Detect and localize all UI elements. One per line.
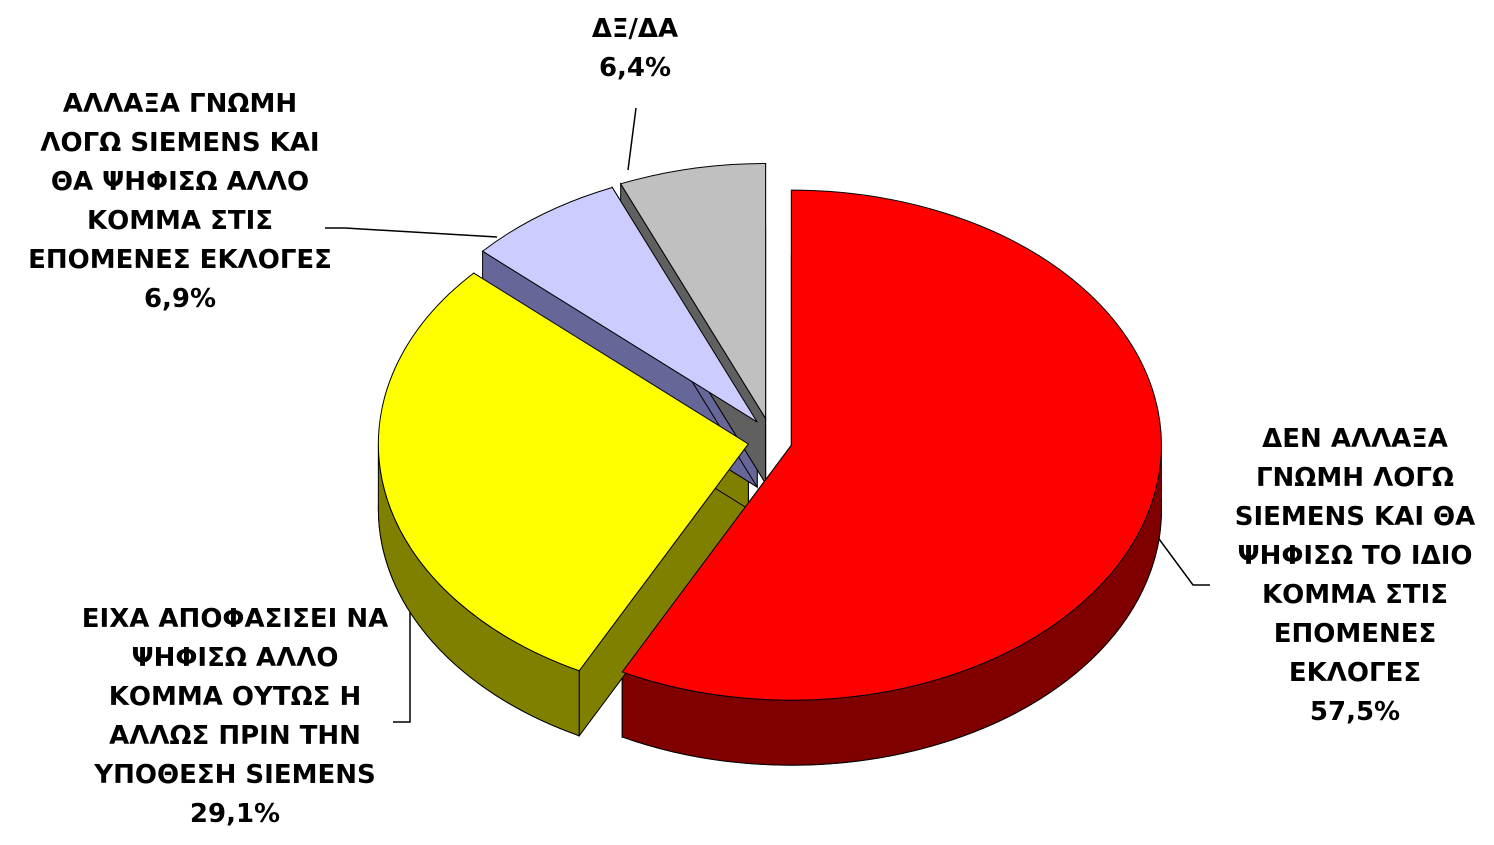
value-label: 6,4% xyxy=(598,53,672,83)
slice-label: ΑΛΛΑΞΑ ΓΝΩΜΗ ΛΟΓΩ SIEMENS ΚΑΙ ΘΑ ΨΗΦΙΣΩ … xyxy=(25,85,335,319)
value-label: 29,1% xyxy=(189,799,281,829)
slice-label: ΔΞ/ΔΑ 6,4% xyxy=(540,10,730,88)
leader-line xyxy=(325,227,498,238)
leader-lines xyxy=(325,107,1210,723)
slice xyxy=(481,186,758,423)
category-label: ΑΛΛΑΞΑ ΓΝΩΜΗ ΛΟΓΩ SIEMENS ΚΑΙ ΘΑ ΨΗΦΙΣΩ … xyxy=(28,89,332,275)
value-label: 6,9% xyxy=(143,284,217,314)
category-label: ΔΞ/ΔΑ xyxy=(591,14,679,44)
leader-line xyxy=(627,107,637,171)
leader-line xyxy=(1144,519,1210,586)
category-label: ΔΕΝ ΑΛΛΑΞΑ ΓΝΩΜΗ ΛΟΓΩ SIEMENS ΚΑΙ ΘΑ ΨΗΦ… xyxy=(1234,424,1476,688)
slice-label: ΔΕΝ ΑΛΛΑΞΑ ΓΝΩΜΗ ΛΟΓΩ SIEMENS ΚΑΙ ΘΑ ΨΗΦ… xyxy=(1205,420,1494,732)
slice xyxy=(619,162,767,421)
slice xyxy=(621,189,1162,701)
category-label: ΕΙΧΑ ΑΠΟΦΑΣΙΣΕΙ ΝΑ ΨΗΦΙΣΩ ΑΛΛΟ ΚΟΜΜΑ ΟΥΤ… xyxy=(81,604,389,790)
slice xyxy=(377,272,750,672)
slice-label: ΕΙΧΑ ΑΠΟΦΑΣΙΣΕΙ ΝΑ ΨΗΦΙΣΩ ΑΛΛΟ ΚΟΜΜΑ ΟΥΤ… xyxy=(75,600,395,834)
slice-tops xyxy=(377,162,1162,701)
value-label: 57,5% xyxy=(1309,697,1401,727)
leader-line xyxy=(393,600,411,723)
